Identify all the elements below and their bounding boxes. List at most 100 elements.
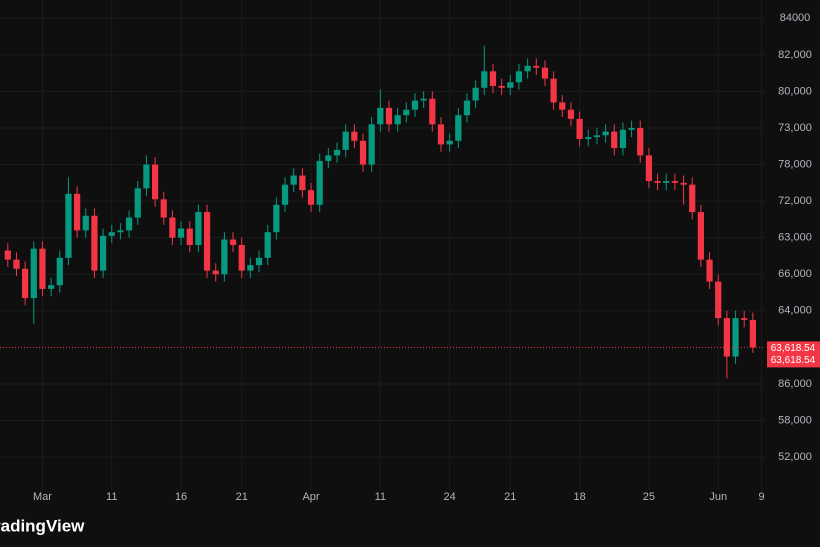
candle-body xyxy=(541,67,549,79)
candle-body xyxy=(316,160,323,205)
candle-body xyxy=(524,65,531,72)
candle-body xyxy=(99,235,107,271)
candle-body xyxy=(749,319,756,348)
candle-body xyxy=(125,217,133,231)
candle-body xyxy=(377,107,384,125)
y-tick-label: 52,000 xyxy=(778,451,812,463)
y-tick-label: 64,000 xyxy=(778,305,812,317)
candle-body xyxy=(30,248,37,299)
candle-body xyxy=(117,230,124,233)
candle-body xyxy=(247,265,254,271)
candles xyxy=(0,45,765,379)
candle-body xyxy=(238,245,245,271)
candle-body xyxy=(567,109,575,119)
x-tick-label: 11 xyxy=(375,491,386,503)
y-tick-label: 84000 xyxy=(780,12,811,24)
x-tick-label: Apr xyxy=(302,491,319,503)
candle-body xyxy=(715,281,722,319)
x-tick-label: 11 xyxy=(106,491,117,503)
candle-body xyxy=(229,239,237,245)
y-tick-label: 78,000 xyxy=(778,158,812,170)
candle-body xyxy=(663,181,670,183)
candle-body xyxy=(195,212,202,245)
candle-body xyxy=(13,259,20,269)
candle-body xyxy=(47,285,55,289)
candle-body xyxy=(550,78,557,103)
candle-body xyxy=(255,257,263,266)
candle-body xyxy=(489,71,497,86)
candle-body xyxy=(160,199,167,218)
candle-body xyxy=(602,131,609,136)
candle-body xyxy=(472,87,479,101)
candle-body xyxy=(576,118,583,139)
candle-body xyxy=(325,155,332,161)
x-tick-label: 25 xyxy=(643,491,655,503)
price-label: 63,618.54 xyxy=(771,355,816,366)
candle-body xyxy=(429,98,436,125)
candle-body xyxy=(559,102,566,110)
candle-body xyxy=(533,65,540,68)
y-tick-label: 80,000 xyxy=(778,85,812,97)
candle-body xyxy=(671,181,679,183)
candle-body xyxy=(619,129,627,149)
candle-body xyxy=(420,98,427,101)
price-label-box xyxy=(767,341,820,368)
candle-body xyxy=(281,184,289,205)
candle-body xyxy=(22,268,29,299)
candle-body xyxy=(654,181,661,183)
candle-body xyxy=(723,318,730,357)
candle-body xyxy=(585,137,592,139)
candle-body xyxy=(203,212,211,271)
candle-body xyxy=(515,71,523,83)
candle-body xyxy=(342,131,349,150)
candle-body xyxy=(73,193,81,231)
candle-body xyxy=(186,228,193,245)
candle-body xyxy=(307,190,315,205)
candle-body xyxy=(143,164,150,189)
x-tick-label: Mar xyxy=(33,491,52,503)
y-tick-label: 58,000 xyxy=(778,414,812,426)
candle-body xyxy=(593,135,601,138)
candle-body xyxy=(368,124,375,165)
candle-body xyxy=(351,131,358,141)
candle-body xyxy=(498,85,505,88)
watermark: radingView xyxy=(0,516,85,535)
candle-body xyxy=(481,71,488,88)
candle-body xyxy=(403,109,410,116)
candle-body xyxy=(611,131,618,149)
y-tick-label: 66,000 xyxy=(778,268,812,280)
y-tick-label: 86,000 xyxy=(778,378,812,390)
candle-body xyxy=(108,232,115,236)
candle-body xyxy=(637,127,644,156)
candle-body xyxy=(411,100,419,110)
x-tick-label: 16 xyxy=(175,491,187,503)
candle-body xyxy=(290,175,297,185)
axis-labels: 84000 82,000 80,000 73,000 78,000 72,000 63,00… xyxy=(33,12,820,503)
x-tick-label: 9 xyxy=(758,491,764,503)
candle-body xyxy=(437,124,445,145)
candle-body xyxy=(212,270,219,275)
candle-body xyxy=(394,115,401,125)
candle-body xyxy=(177,228,185,238)
candle-body xyxy=(359,140,367,165)
x-tick-label: Jun xyxy=(709,491,727,503)
y-tick-label: 82,000 xyxy=(778,49,812,61)
x-tick-label: 21 xyxy=(236,491,248,503)
candle-body xyxy=(446,140,453,145)
candle-body xyxy=(706,259,713,282)
candle-body xyxy=(134,188,141,218)
candle-body xyxy=(221,239,228,275)
candle-body xyxy=(645,155,653,182)
x-tick-label: 18 xyxy=(573,491,585,503)
candle-body xyxy=(151,164,159,200)
candle-body xyxy=(463,100,471,116)
y-tick-label: 72,000 xyxy=(778,195,812,207)
candle-body xyxy=(39,248,46,289)
candle-body xyxy=(91,215,98,271)
candle-body xyxy=(82,215,89,231)
candle-body xyxy=(169,217,176,238)
candle-body xyxy=(455,115,462,141)
candle-body xyxy=(385,107,393,125)
